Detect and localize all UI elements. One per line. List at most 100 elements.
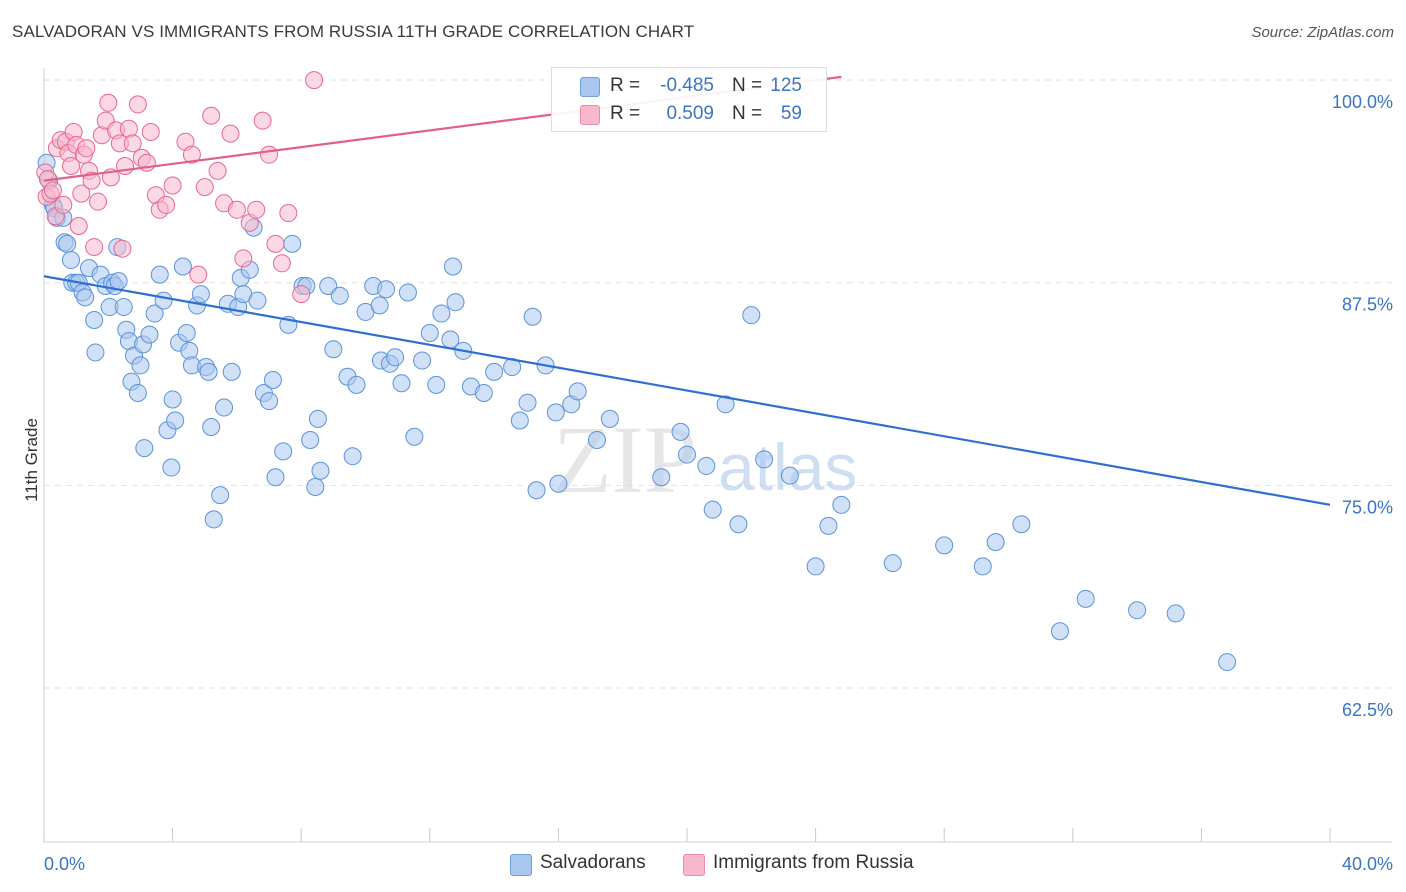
correlation-legend: R = -0.485 N = 125 R = 0.509 N = 59 bbox=[551, 67, 827, 132]
data-point bbox=[446, 293, 465, 312]
legend-swatch-pink bbox=[683, 854, 705, 876]
source-credit: Source: ZipAtlas.com bbox=[1251, 24, 1394, 41]
data-point bbox=[157, 195, 176, 214]
data-point bbox=[182, 145, 201, 164]
data-point bbox=[253, 111, 272, 130]
data-point bbox=[432, 304, 451, 323]
data-point bbox=[319, 276, 338, 295]
data-point bbox=[306, 477, 325, 496]
data-point bbox=[260, 145, 279, 164]
data-point bbox=[308, 409, 327, 428]
data-point bbox=[474, 383, 493, 402]
data-point bbox=[140, 325, 159, 344]
data-point bbox=[311, 461, 330, 480]
data-point bbox=[163, 176, 182, 195]
data-point bbox=[420, 323, 439, 342]
legend-swatch-blue bbox=[580, 77, 600, 97]
data-point bbox=[729, 515, 748, 534]
legend-swatch-blue bbox=[510, 854, 532, 876]
data-point bbox=[935, 536, 954, 555]
y-tick-label: 87.5% bbox=[1342, 295, 1393, 315]
data-point bbox=[398, 283, 417, 302]
data-point bbox=[123, 134, 142, 153]
data-point bbox=[986, 533, 1005, 552]
data-point bbox=[755, 450, 774, 469]
data-point bbox=[697, 456, 716, 475]
y-tick-label: 62.5% bbox=[1342, 700, 1393, 720]
data-point bbox=[301, 430, 320, 449]
y-tick-label: 100.0% bbox=[1332, 92, 1393, 112]
data-point bbox=[427, 375, 446, 394]
y-axis-label: 11th Grade bbox=[22, 418, 41, 502]
data-point bbox=[191, 285, 210, 304]
data-point bbox=[377, 280, 396, 299]
data-point bbox=[392, 374, 411, 393]
data-point bbox=[518, 393, 537, 412]
data-point bbox=[413, 351, 432, 370]
data-point bbox=[527, 481, 546, 500]
data-point bbox=[77, 139, 96, 158]
data-point bbox=[234, 249, 253, 268]
data-point bbox=[883, 554, 902, 573]
data-point bbox=[330, 286, 349, 305]
data-point bbox=[832, 495, 851, 514]
data-point bbox=[211, 486, 230, 505]
watermark-zip: ZIP bbox=[553, 406, 697, 513]
data-point bbox=[274, 442, 293, 461]
data-point bbox=[180, 341, 199, 360]
data-point bbox=[116, 157, 135, 176]
data-point bbox=[62, 157, 81, 176]
data-point bbox=[58, 234, 77, 253]
data-point bbox=[54, 195, 73, 214]
data-point bbox=[600, 409, 619, 428]
legend-swatch-pink bbox=[580, 105, 600, 125]
data-point bbox=[305, 71, 324, 90]
data-point bbox=[208, 161, 227, 180]
data-point bbox=[145, 304, 164, 323]
watermark: ZIP atlas bbox=[553, 406, 857, 513]
data-point bbox=[199, 362, 218, 381]
x-tick-label: 40.0% bbox=[1342, 854, 1393, 874]
data-point bbox=[82, 171, 101, 190]
data-point bbox=[173, 257, 192, 276]
legend-label-russia: Immigrants from Russia bbox=[713, 852, 914, 873]
data-point bbox=[69, 217, 88, 235]
legend-r-label: R = bbox=[610, 75, 641, 96]
data-point bbox=[85, 238, 104, 257]
grid-lines bbox=[44, 79, 1392, 689]
data-point bbox=[163, 390, 182, 409]
data-point bbox=[222, 362, 241, 381]
data-point bbox=[1166, 604, 1185, 623]
data-point bbox=[370, 296, 389, 315]
data-point bbox=[99, 93, 118, 112]
data-point bbox=[150, 265, 169, 284]
data-point bbox=[485, 362, 504, 381]
data-point bbox=[266, 468, 285, 487]
data-point bbox=[347, 375, 366, 394]
legend-label-salvadorans: Salvadorans bbox=[540, 852, 646, 873]
data-point bbox=[819, 516, 838, 535]
x-tick-label: 0.0% bbox=[44, 854, 85, 874]
y-tick-label: 75.0% bbox=[1342, 497, 1393, 517]
data-point bbox=[177, 323, 196, 342]
data-point bbox=[283, 234, 302, 253]
data-point bbox=[154, 291, 173, 310]
data-point bbox=[263, 371, 282, 389]
legend-row-salvadorans: R = -0.485 N = 125 bbox=[552, 72, 826, 100]
trend-line-salvadorans bbox=[43, 275, 1331, 506]
data-point bbox=[272, 254, 291, 273]
data-point bbox=[128, 95, 147, 114]
data-point bbox=[546, 403, 565, 422]
data-point bbox=[195, 178, 214, 197]
data-point bbox=[587, 430, 606, 449]
data-point bbox=[86, 343, 105, 362]
data-point bbox=[523, 307, 542, 326]
data-point bbox=[780, 466, 799, 485]
series-russia-points bbox=[36, 71, 324, 304]
data-point bbox=[973, 557, 992, 576]
chart-title: SALVADORAN VS IMMIGRANTS FROM RUSSIA 11T… bbox=[12, 22, 695, 41]
data-point bbox=[260, 392, 279, 411]
tick-labels: 62.5% 75.0% 87.5% 100.0% 0.0% 40.0% bbox=[44, 92, 1393, 874]
data-point bbox=[248, 291, 267, 310]
data-point bbox=[202, 418, 221, 437]
